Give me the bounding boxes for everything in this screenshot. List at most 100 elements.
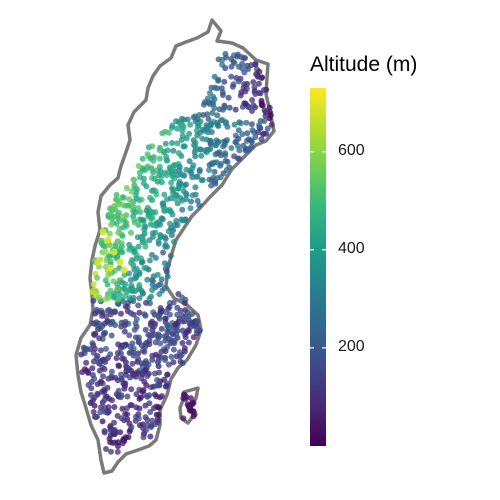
- station-point: [124, 393, 131, 400]
- station-point: [220, 170, 227, 177]
- station-point: [194, 197, 201, 204]
- station-point: [171, 337, 178, 344]
- station-point: [122, 380, 129, 387]
- station-point: [209, 110, 216, 116]
- station-point: [136, 281, 143, 288]
- station-point: [162, 348, 169, 355]
- station-point: [139, 289, 146, 296]
- station-point: [156, 382, 163, 389]
- station-point: [115, 229, 122, 236]
- station-point: [146, 341, 153, 348]
- station-point: [214, 112, 221, 119]
- station-point: [121, 271, 128, 278]
- station-point: [113, 191, 120, 198]
- station-point: [168, 353, 175, 360]
- station-point: [187, 205, 194, 212]
- station-point: [136, 405, 143, 412]
- station-point: [179, 132, 186, 139]
- station-point: [206, 162, 213, 168]
- station-point: [249, 97, 256, 103]
- station-point: [173, 118, 180, 125]
- station-point: [147, 433, 154, 440]
- station-point: [203, 124, 210, 131]
- station-point: [163, 172, 170, 179]
- station-point: [160, 201, 167, 208]
- station-point: [119, 405, 126, 412]
- station-point: [105, 294, 112, 301]
- station-point: [128, 386, 135, 393]
- station-point: [256, 68, 263, 75]
- station-point: [79, 369, 86, 376]
- station-point: [174, 125, 181, 132]
- station-point: [190, 413, 197, 420]
- station-point: [133, 266, 140, 272]
- station-point: [149, 230, 156, 237]
- station-point: [146, 295, 153, 302]
- station-point: [243, 119, 250, 126]
- station-point: [96, 294, 103, 300]
- station-point: [135, 205, 142, 211]
- station-point: [252, 134, 259, 141]
- station-point: [181, 318, 188, 325]
- station-point: [95, 359, 102, 366]
- station-point: [128, 188, 135, 195]
- station-point: [180, 116, 187, 123]
- station-point: [206, 167, 212, 173]
- station-point: [225, 94, 232, 101]
- legend-tick-marks: [310, 151, 326, 349]
- station-point: [99, 418, 106, 425]
- station-point: [97, 409, 104, 416]
- station-point: [110, 248, 118, 256]
- station-point: [174, 200, 181, 207]
- station-point: [181, 300, 188, 306]
- station-point: [256, 122, 263, 129]
- station-point: [135, 337, 142, 344]
- station-point: [126, 246, 133, 253]
- station-point: [166, 311, 173, 318]
- station-point: [170, 359, 177, 366]
- station-point: [119, 233, 126, 240]
- station-point: [146, 392, 153, 399]
- station-point: [135, 350, 142, 357]
- legend-tick-label: 400: [338, 239, 365, 257]
- station-point: [128, 229, 134, 236]
- station-point: [102, 329, 109, 336]
- station-point: [137, 255, 144, 262]
- station-point: [262, 112, 269, 119]
- station-point: [146, 257, 153, 264]
- station-point: [167, 225, 174, 232]
- station-point: [211, 168, 218, 175]
- station-point: [117, 429, 124, 436]
- station-point: [121, 417, 128, 424]
- station-point: [98, 378, 104, 385]
- station-point: [78, 351, 85, 358]
- station-point: [119, 355, 126, 362]
- station-point: [139, 155, 146, 162]
- station-point: [165, 361, 172, 368]
- station-point: [219, 117, 226, 124]
- station-point: [99, 312, 106, 319]
- station-point: [183, 166, 190, 173]
- station-point: [196, 202, 203, 209]
- station-point: [156, 155, 163, 162]
- station-point: [122, 220, 129, 227]
- station-point: [180, 415, 187, 422]
- station-point: [106, 264, 114, 272]
- station-point: [212, 180, 219, 187]
- station-point: [183, 181, 190, 188]
- station-point: [177, 358, 184, 365]
- station-point: [156, 369, 163, 376]
- station-point: [175, 185, 182, 192]
- station-point: [144, 276, 151, 283]
- station-point: [170, 346, 177, 353]
- station-point: [164, 322, 171, 329]
- station-point: [264, 125, 271, 132]
- station-point: [255, 80, 262, 87]
- station-point: [94, 274, 101, 281]
- station-point: [173, 192, 180, 199]
- station-point: [106, 205, 113, 212]
- station-point: [159, 216, 166, 223]
- station-point: [101, 320, 108, 327]
- station-point: [163, 153, 170, 160]
- station-point: [193, 327, 200, 334]
